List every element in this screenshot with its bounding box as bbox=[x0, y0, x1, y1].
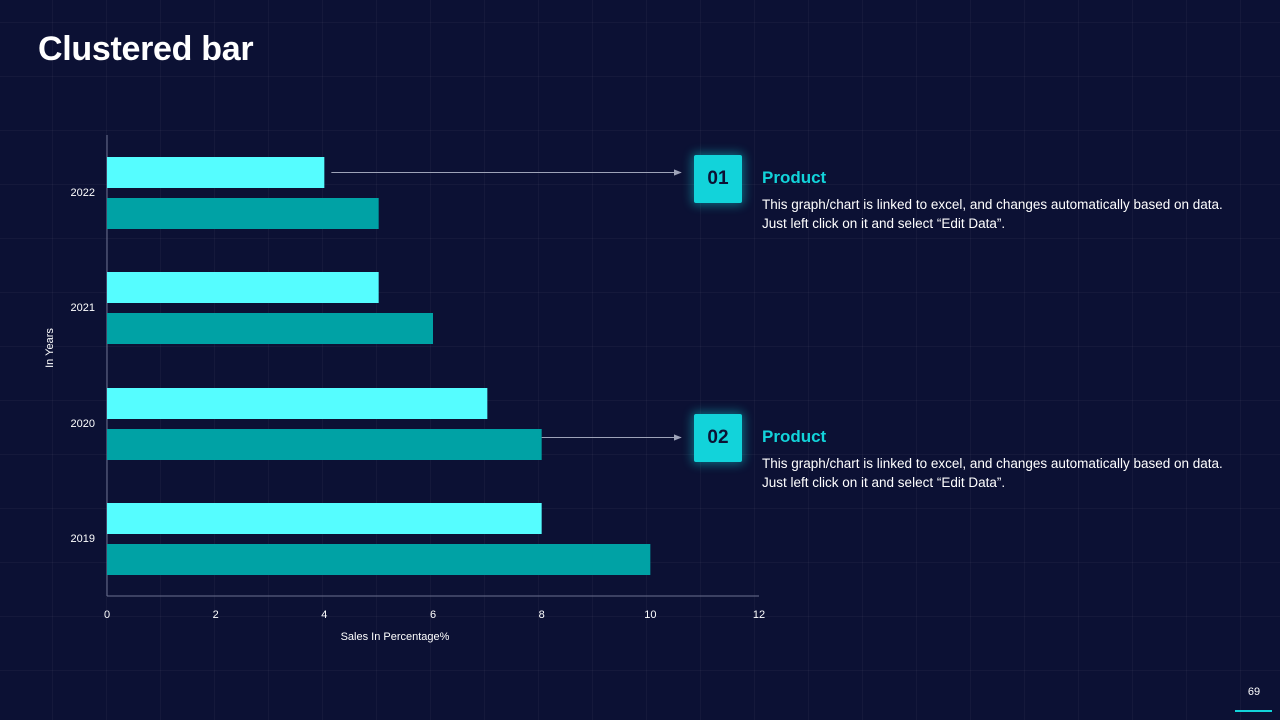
bar-2021-series-1 bbox=[107, 272, 379, 303]
y-tick-label-2019: 2019 bbox=[71, 533, 95, 545]
bar-2021-series-2 bbox=[107, 313, 433, 344]
page-number-underline bbox=[1235, 710, 1272, 712]
y-axis-title: In Years bbox=[44, 328, 56, 368]
chart-bars bbox=[107, 157, 651, 575]
x-tick-label-10: 10 bbox=[644, 609, 656, 621]
y-tick-label-2021: 2021 bbox=[71, 302, 95, 314]
callout-badge-01: 01 bbox=[694, 155, 742, 203]
callout-badge-02: 02 bbox=[694, 414, 742, 462]
x-tick-label-6: 6 bbox=[430, 609, 436, 621]
x-tick-label-2: 2 bbox=[213, 609, 219, 621]
bar-2020-series-1 bbox=[107, 388, 488, 419]
bar-2022-series-1 bbox=[107, 157, 325, 188]
x-tick-label-4: 4 bbox=[321, 609, 327, 621]
x-tick-label-0: 0 bbox=[104, 609, 110, 621]
callout-text-02: This graph/chart is linked to excel, and… bbox=[762, 456, 1223, 490]
x-axis-title: Sales In Percentage% bbox=[341, 631, 450, 643]
x-tick-label-12: 12 bbox=[753, 609, 765, 621]
x-tick-label-8: 8 bbox=[539, 609, 545, 621]
bar-2022-series-2 bbox=[107, 198, 379, 229]
callout-title-01: Product bbox=[762, 168, 827, 187]
bar-2019-series-1 bbox=[107, 503, 542, 534]
y-tick-label-2020: 2020 bbox=[71, 418, 95, 430]
bar-2019-series-2 bbox=[107, 544, 651, 575]
callout-text-01: This graph/chart is linked to excel, and… bbox=[762, 197, 1223, 231]
page-number: 69 bbox=[1247, 686, 1261, 698]
callout-arrows bbox=[331, 169, 682, 441]
callout-title-02: Product bbox=[762, 427, 827, 446]
bar-2020-series-2 bbox=[107, 429, 542, 460]
slide-title: Clustered bar bbox=[38, 30, 254, 68]
y-tick-label-2022: 2022 bbox=[71, 187, 95, 199]
